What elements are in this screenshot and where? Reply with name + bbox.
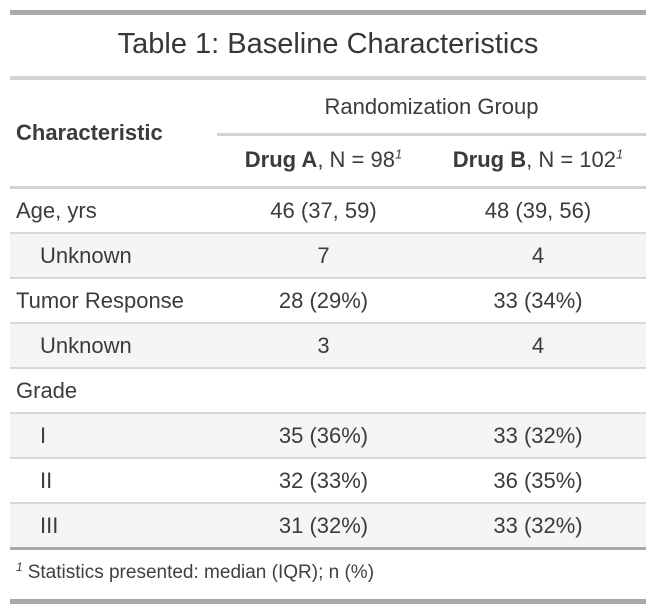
- table-row: I 35 (36%) 33 (32%): [10, 412, 647, 458]
- drug-b-n: , N = 102: [526, 147, 616, 172]
- table-row: Age, yrs 46 (37, 59) 48 (39, 56): [10, 188, 646, 234]
- row-label-cell: Unknown: [10, 232, 217, 278]
- row-label-cell: I: [10, 412, 217, 458]
- drug-b-value-cell: [430, 367, 647, 413]
- drug-a-value-cell: 3: [217, 322, 430, 368]
- drug-a-n: , N = 98: [317, 147, 395, 172]
- column-labels-row: Drug A, N = 981 Drug B, N = 1021: [10, 134, 647, 189]
- drug-b-value-cell: 33 (32%): [430, 502, 647, 550]
- table-row: Unknown 7 4: [10, 232, 647, 278]
- row-label-cell: Age, yrs: [16, 198, 97, 223]
- row-label-cell: III: [10, 502, 217, 550]
- drug-b-value-cell: 4: [430, 322, 647, 368]
- footnote-text: Statistics presented: median (IQR); n (%…: [27, 562, 375, 583]
- footnote-mark-icon: 1: [16, 559, 23, 574]
- row-label-cell: Unknown: [10, 322, 217, 368]
- stub-header-cell: Characteristic: [10, 80, 217, 189]
- drug-b-value-cell: 33 (34%): [430, 277, 647, 323]
- drug-b-value-cell: 36 (35%): [430, 457, 647, 503]
- drug-a-value-cell: 46 (37, 59): [270, 198, 377, 223]
- drug-b-value-cell: 48 (39, 56): [484, 198, 592, 223]
- table-header: Characteristic Randomization Group Drug …: [10, 80, 647, 189]
- drug-b-value-cell: 4: [430, 232, 647, 278]
- row-label-cell: II: [10, 457, 217, 503]
- drug-a-value-cell: 7: [217, 232, 430, 278]
- table-row: Tumor Response 28 (29%) 33 (34%): [10, 277, 647, 323]
- table-row: Unknown 3 4: [10, 322, 647, 368]
- drug-a-value-cell: 28 (29%): [217, 277, 430, 323]
- table-title: Table 1: Baseline Characteristics: [10, 10, 646, 80]
- drug-b-header-cell: Drug B, N = 1021: [430, 134, 647, 189]
- spanner-row: Characteristic Randomization Group: [10, 80, 647, 189]
- table-footnote: 1 Statistics presented: median (IQR); n (…: [10, 550, 646, 604]
- spanner-cell: Randomization Group: [217, 80, 647, 136]
- footnote-mark-icon: 1: [394, 146, 403, 162]
- spanner-label: Randomization Group: [324, 94, 539, 119]
- table-row: III 31 (32%) 33 (32%): [10, 502, 647, 550]
- table-body: Age, yrs 46 (37, 59) 48 (39, 56) Unknown…: [10, 188, 647, 550]
- table-row: Grade: [10, 367, 647, 413]
- drug-a-value-cell: 35 (36%): [217, 412, 430, 458]
- drug-a-value-cell: [217, 367, 430, 413]
- drug-b-value-cell: 33 (32%): [430, 412, 647, 458]
- drug-a-value-cell: 32 (33%): [217, 457, 430, 503]
- drug-a-value-cell: 31 (32%): [217, 502, 430, 550]
- table-row: II 32 (33%) 36 (35%): [10, 457, 647, 503]
- summary-table: Characteristic Randomization Group Drug …: [10, 80, 647, 550]
- drug-b-name: Drug B: [452, 147, 527, 172]
- footnote-mark-icon: 1: [616, 146, 624, 162]
- drug-a-name: Drug A: [244, 147, 318, 172]
- baseline-characteristics-table: Table 1: Baseline Characteristics Charac…: [10, 10, 647, 604]
- row-label-cell: Grade: [10, 367, 217, 413]
- row-label-cell: Tumor Response: [10, 277, 217, 323]
- drug-a-header-cell: Drug A, N = 981: [217, 134, 430, 189]
